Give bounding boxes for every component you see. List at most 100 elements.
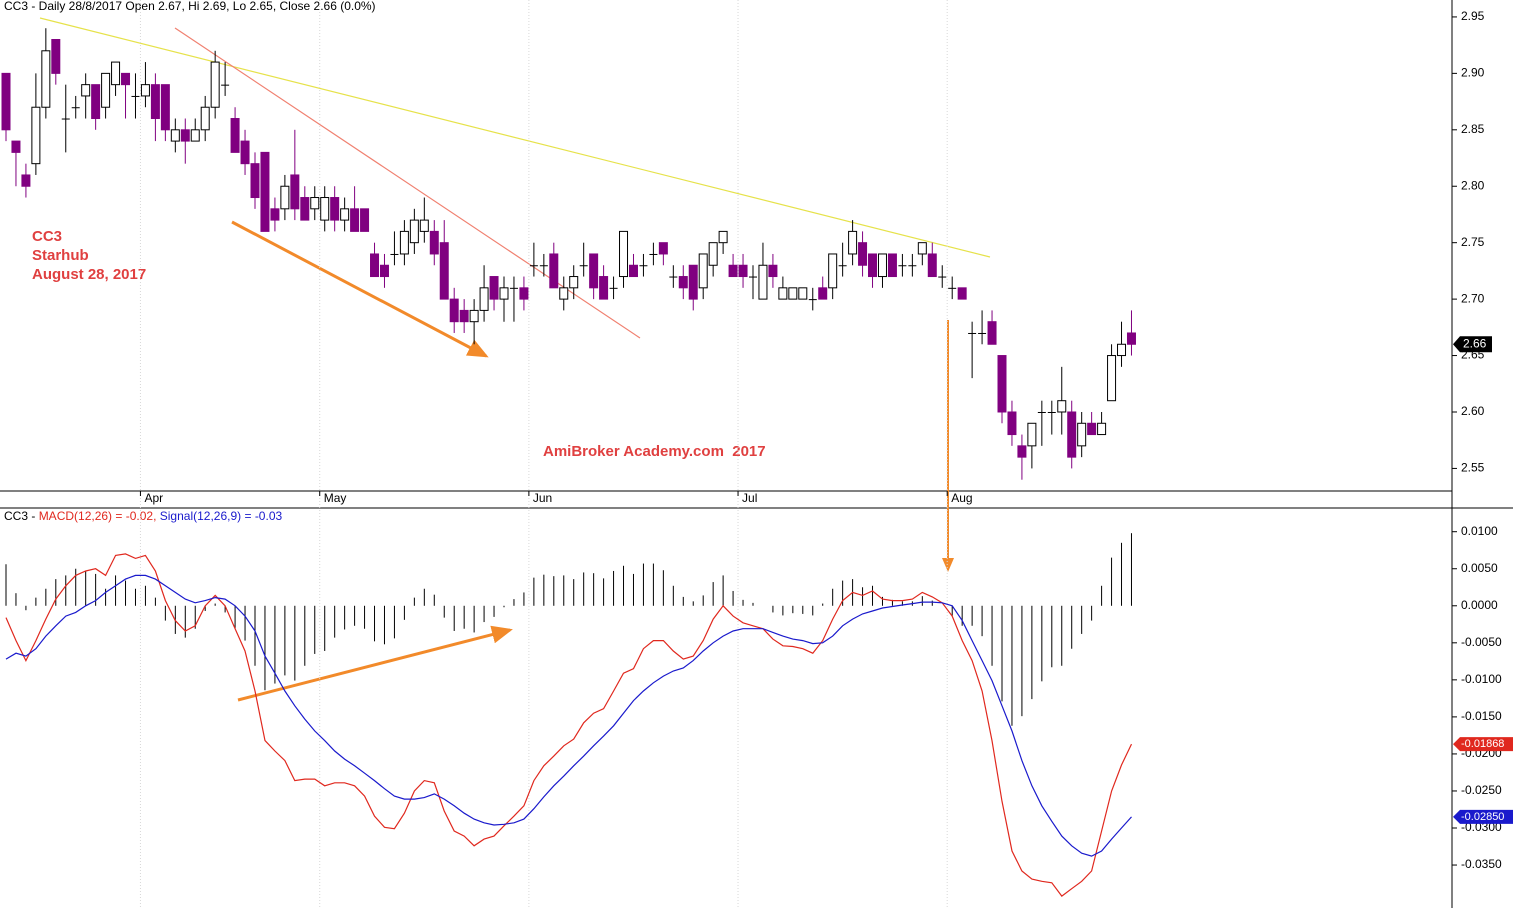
candle-body bbox=[818, 287, 828, 300]
last-value-label: 2.66 bbox=[1463, 336, 1487, 350]
last-value-label: -0.01868 bbox=[1461, 738, 1504, 750]
candle-body bbox=[429, 230, 439, 255]
candle-body bbox=[11, 140, 21, 153]
y-tick-label: 2.55 bbox=[1461, 461, 1485, 475]
y-tick-label: 2.95 bbox=[1461, 9, 1485, 23]
candle-body bbox=[31, 106, 41, 165]
candle-body bbox=[868, 253, 878, 278]
x-tick-label: Jul bbox=[742, 491, 757, 505]
panel-title: CC3 - bbox=[4, 509, 35, 523]
candle-body bbox=[190, 129, 200, 142]
trend-line bbox=[174, 27, 641, 339]
x-tick-label: Jun bbox=[533, 491, 552, 505]
candle-body bbox=[599, 276, 609, 300]
candle-body bbox=[887, 253, 897, 278]
candle-body bbox=[589, 253, 599, 289]
candle-body bbox=[917, 242, 927, 255]
candle-body bbox=[101, 72, 111, 108]
candle-body bbox=[968, 332, 977, 334]
candle-body bbox=[300, 197, 310, 221]
candle-body bbox=[479, 287, 489, 311]
last-value-box bbox=[1453, 336, 1492, 353]
candle-body bbox=[41, 50, 51, 108]
candle-body bbox=[290, 174, 300, 210]
y-tick-label: 2.80 bbox=[1461, 178, 1485, 192]
candle-body bbox=[649, 253, 658, 255]
trend-line bbox=[39, 17, 991, 258]
y-tick-label: -0.0250 bbox=[1461, 783, 1502, 797]
candle-body bbox=[1126, 332, 1136, 345]
candle-body bbox=[688, 264, 698, 300]
macd-line bbox=[5, 553, 1133, 897]
candle-body bbox=[419, 219, 429, 232]
candle-body bbox=[150, 84, 160, 120]
candle-body bbox=[1, 72, 11, 131]
legend-entry: MACD(12,26) = -0.02, bbox=[39, 509, 157, 523]
candle-body bbox=[51, 39, 61, 74]
watermark: AmiBroker Academy.com 2017 bbox=[543, 443, 766, 460]
candle-body bbox=[1097, 422, 1107, 436]
candle-body bbox=[270, 208, 280, 221]
x-tick-label: May bbox=[324, 491, 347, 505]
arrow bbox=[231, 220, 489, 358]
candle-body bbox=[489, 276, 499, 300]
candle-body bbox=[230, 118, 240, 153]
candle-body bbox=[250, 163, 260, 199]
candle-body bbox=[370, 253, 380, 278]
candle-body bbox=[927, 253, 937, 278]
y-tick-label: -0.0100 bbox=[1461, 672, 1502, 686]
candle-body bbox=[449, 298, 459, 323]
candle-body bbox=[439, 242, 449, 300]
candle-body bbox=[160, 84, 170, 131]
candle-body bbox=[81, 84, 91, 97]
candle-body bbox=[200, 106, 210, 131]
candle-body bbox=[658, 242, 668, 255]
candle-body bbox=[848, 230, 858, 255]
y-tick-label: 2.70 bbox=[1461, 291, 1485, 305]
candle-body bbox=[360, 208, 370, 232]
x-tick-label: Aug bbox=[951, 491, 972, 505]
x-tick-label: Apr bbox=[144, 491, 163, 505]
candle-body bbox=[1007, 411, 1017, 436]
last-value-box bbox=[1453, 737, 1513, 752]
candle-body bbox=[788, 287, 798, 300]
candle-body bbox=[71, 107, 80, 109]
panel-title: CC3 - MACD(12,26) = -0.02, Signal(12,26,… bbox=[4, 509, 282, 523]
y-tick-label: -0.0350 bbox=[1461, 857, 1502, 871]
candle-body bbox=[828, 253, 838, 289]
candle-body bbox=[778, 287, 788, 300]
candle-body bbox=[1067, 411, 1077, 458]
candle-body bbox=[718, 230, 728, 244]
candle-body bbox=[509, 287, 518, 289]
last-value-label: -0.02850 bbox=[1461, 811, 1504, 823]
candle-body bbox=[61, 118, 70, 120]
candle-body bbox=[619, 230, 629, 278]
candle-body bbox=[459, 309, 469, 323]
candle-body bbox=[549, 253, 559, 289]
chart-title: CC3 - Daily 28/8/2017 Open 2.67, Hi 2.69… bbox=[4, 0, 376, 13]
candle-body bbox=[858, 242, 868, 266]
candle-body bbox=[678, 276, 688, 289]
candle-body bbox=[738, 264, 748, 278]
y-tick-label: 2.60 bbox=[1461, 404, 1485, 418]
candle-body bbox=[280, 185, 290, 210]
candle-body bbox=[260, 151, 270, 232]
candle-body bbox=[320, 197, 330, 221]
candle-body bbox=[1077, 422, 1087, 447]
candle-body bbox=[91, 84, 101, 120]
y-tick-label: 2.90 bbox=[1461, 66, 1485, 80]
candle-body bbox=[111, 61, 121, 86]
candle-body bbox=[997, 355, 1007, 413]
candle-body bbox=[390, 253, 399, 255]
candle-body bbox=[768, 264, 778, 278]
last-value-box bbox=[1453, 809, 1513, 824]
candle-body bbox=[499, 287, 509, 300]
annotation: Starhub bbox=[32, 247, 89, 264]
candle-body bbox=[350, 208, 360, 232]
candle-body bbox=[758, 264, 768, 300]
annotation: August 28, 2017 bbox=[32, 266, 146, 283]
candle-body bbox=[559, 287, 569, 300]
candle-body bbox=[669, 276, 678, 278]
candle-body bbox=[379, 264, 389, 278]
